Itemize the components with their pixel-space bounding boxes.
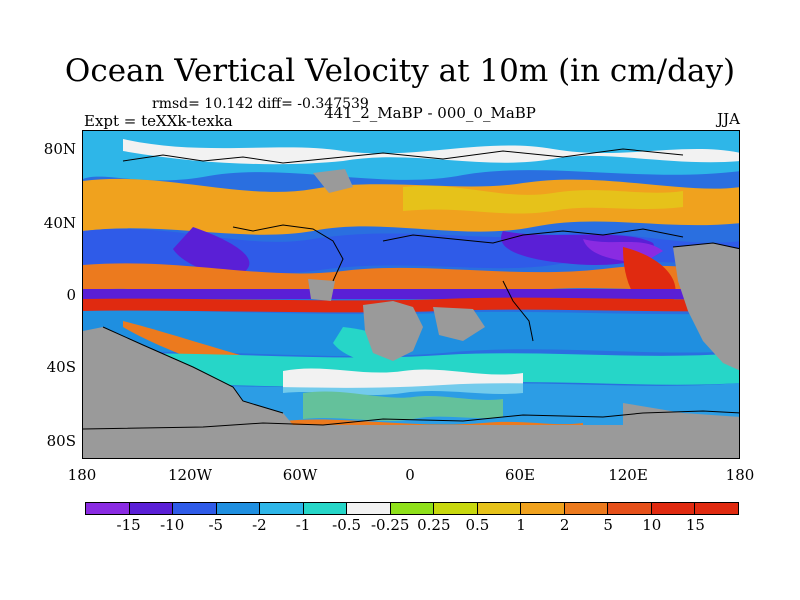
coastlines xyxy=(83,148,739,430)
colorbar-label: 10 xyxy=(642,516,662,534)
lon-label-120e: 120E xyxy=(608,466,648,484)
colorbar-label: -15 xyxy=(116,516,141,534)
lon-label-180w: 180 xyxy=(67,466,97,484)
colorbar-label: -1 xyxy=(295,516,311,534)
stats-label: rmsd= 10.142 diff= -0.347539 xyxy=(152,96,369,112)
north-mild-band xyxy=(403,185,683,214)
map-canvas xyxy=(83,131,739,458)
colorbar-label: -2 xyxy=(252,516,267,534)
antarctica-land xyxy=(83,425,739,458)
colorbar-swatch xyxy=(260,503,304,514)
colorbar-swatch xyxy=(390,503,435,514)
antarctic-shelf-land xyxy=(623,403,739,425)
central-america-land xyxy=(308,279,335,301)
land-mask xyxy=(83,169,739,458)
north-pacific-downwelling xyxy=(173,227,250,276)
colorbar-label: 0.5 xyxy=(465,516,490,534)
lon-label-180e: 180 xyxy=(725,466,755,484)
colorbar-swatch xyxy=(477,503,522,514)
colorbar-label: -0.25 xyxy=(370,516,410,534)
north-america-coast xyxy=(232,224,344,282)
east-africa-coast xyxy=(502,280,534,342)
equatorial-upwelling xyxy=(83,297,739,313)
lon-label-60w: 60W xyxy=(282,466,318,484)
colorbar-swatch xyxy=(173,503,217,514)
colorbar-label: -10 xyxy=(160,516,185,534)
colorbar-swatch xyxy=(434,503,478,514)
colorbar-swatch xyxy=(564,503,609,514)
south-america-coast xyxy=(102,326,284,414)
arctic-coast xyxy=(122,148,684,164)
lon-label-0: 0 xyxy=(405,466,415,484)
eurasia-coast xyxy=(382,228,684,244)
tropical-north-positive xyxy=(83,263,739,296)
lat-label-80n: 80N xyxy=(43,140,76,158)
experiment-label: Expt = teXXk-texka xyxy=(84,112,233,130)
colorbar-label: 5 xyxy=(603,516,613,534)
lat-label-0: 0 xyxy=(66,286,76,304)
lon-label-60e: 60E xyxy=(504,466,536,484)
colorbar-swatch xyxy=(608,503,652,514)
colorbar-swatch xyxy=(216,503,261,514)
arctic-zero-band xyxy=(123,139,739,165)
equatorial-downwelling xyxy=(83,289,739,299)
lat-label-80s: 80S xyxy=(46,432,76,450)
australia-land xyxy=(673,243,739,371)
colorbar-swatch xyxy=(303,503,348,514)
colorbar-label: -5 xyxy=(208,516,224,534)
colorbar-label: -0.5 xyxy=(332,516,362,534)
colorbar-label: 0.25 xyxy=(417,516,451,534)
comparison-label: 441_2_MaBP - 000_0_MaBP xyxy=(324,104,536,122)
colorbar-swatch xyxy=(129,503,174,514)
lat-label-40s: 40S xyxy=(46,358,76,376)
madagascar-region-land xyxy=(433,307,485,341)
colorbar-swatch xyxy=(695,503,738,514)
lon-label-120w: 120W xyxy=(167,466,213,484)
colorbar-label: 1 xyxy=(516,516,526,534)
greenland-land xyxy=(313,169,353,193)
australia-coast xyxy=(672,242,739,250)
colorbar-swatch xyxy=(86,503,130,514)
colorbar-swatch xyxy=(521,503,565,514)
antarctic-coast xyxy=(83,410,739,430)
map-panel xyxy=(82,130,740,459)
colorbar-label: 2 xyxy=(559,516,570,534)
lat-label-40n: 40N xyxy=(43,214,76,232)
south-america-land xyxy=(83,327,293,425)
colorbar-swatch xyxy=(347,503,391,514)
colorbar xyxy=(85,502,739,515)
colorbar-label: 15 xyxy=(685,516,705,534)
season-label: JJA xyxy=(717,110,740,128)
africa-tip-land xyxy=(363,301,423,361)
colorbar-swatch xyxy=(651,503,696,514)
map-title: Ocean Vertical Velocity at 10m (in cm/da… xyxy=(64,53,736,89)
